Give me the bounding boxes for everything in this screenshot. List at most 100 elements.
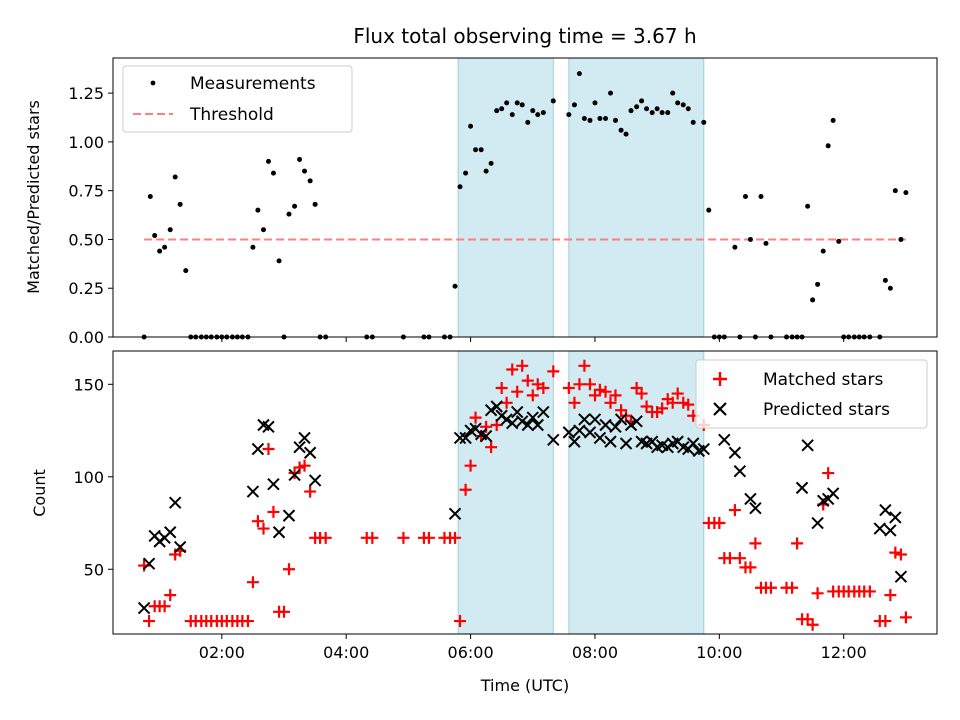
measurement-point [162,244,168,250]
predicted-star-point [547,433,560,446]
highlight-span [457,350,554,635]
matched-star-point [744,561,757,574]
predicted-star-point [537,405,550,419]
matched-star-point [282,563,295,576]
matched-star-point [469,411,482,424]
predicted-star-point [173,540,187,554]
predicted-star-point [490,400,503,413]
measurement-point [742,194,748,200]
measurement-point [685,106,691,112]
measurement-point [581,115,587,121]
measurement-point [608,90,614,96]
measurement-point [297,156,303,162]
measurement-point [830,117,836,123]
predicted-star-point [168,496,182,509]
x-tick-label: 08:00 [572,643,618,662]
predicted-star-point [624,418,638,432]
predicted-star-point [308,474,322,487]
matched-star-point [366,531,379,544]
matched-star-point [521,374,534,387]
measurement-point [292,203,298,209]
counts-y-tick-label: 100 [73,468,104,487]
measurement-point [550,98,556,104]
predicted-star-point [889,511,902,524]
counts-y-axis-label: Count [30,469,49,517]
predicted-star-point [697,442,710,456]
measurement-point [177,201,183,207]
measurement-point [882,277,888,283]
matched-star-point [786,581,799,594]
matched-star-point [495,381,508,394]
counts-y-tick-label: 150 [73,375,104,394]
matched-star-point [879,615,892,628]
measurement-point [468,123,474,129]
predicted-star-point [630,415,643,428]
measurement-point [665,110,671,116]
matched-star-point [537,381,550,394]
highlight-spans [457,57,705,338]
measurement-point [172,174,178,180]
predicted-star-point [609,420,622,434]
measurement-point [659,110,665,116]
measurement-point [576,71,582,77]
measurement-point [903,190,909,196]
matched-star-point [464,459,477,472]
matched-star-point [158,600,171,613]
predicted-star-point [884,524,897,537]
matched-star-point [604,396,617,409]
matched-star-point [811,587,824,600]
measurement-point [592,100,598,106]
measurement-point [825,143,831,149]
x-axis-label: Time (UTC) [480,676,569,695]
matched-star-point [806,618,819,631]
measurement-point [887,285,893,291]
x-tick-label: 12:00 [821,643,867,662]
predicted-star-point [164,526,177,539]
counts-x-ticks: 02:00 04:00 06:00 08:00 10:00 12:00 [199,634,867,662]
predicted-star-point [568,435,581,448]
x-tick-label: 04:00 [323,643,369,662]
measurement-point [675,100,681,106]
measurement-point [623,131,629,137]
predicted-star-point [728,446,742,459]
ratio-y-tick-label: 0.00 [68,328,104,347]
ratio-panel: 0.00 0.25 0.50 0.75 1.00 1.25 Matched/Predict… [24,57,938,347]
measurement-point [457,184,463,190]
measurement-point [836,238,842,244]
matched-star-point [583,378,596,391]
predicted-star-point [687,437,700,450]
measurement-point [260,227,266,233]
measurement-point [483,168,489,174]
predicted-star-point [879,503,892,517]
matched-star-point [899,611,912,624]
measurement-point [820,248,826,254]
measurement-point [535,112,541,118]
counts-y-ticks: 50 100 150 [73,375,113,579]
measurement-point [312,201,318,207]
measurement-point [250,244,256,250]
ratio-y-tick-label: 0.75 [68,182,104,201]
measurement-point [587,117,593,123]
matched-star-point [889,546,902,559]
matched-star-point [262,443,275,456]
measurement-point [603,115,609,121]
legend-threshold-label: Threshold [189,105,274,125]
matched-star-point [304,485,317,498]
measurement-point [494,108,500,114]
matched-star-point [666,396,679,409]
measurement-point [519,102,525,108]
predicted-star-point [282,509,296,522]
predicted-star-point [583,426,597,439]
predicted-star-point [479,429,493,443]
predicted-star-point [459,431,472,445]
matched-star-point [656,402,669,415]
matched-star-point [728,504,741,517]
predicted-star-point [588,413,602,426]
measurement-point [530,108,536,114]
predicted-star-point [448,507,462,520]
measurement-point [701,119,707,125]
ratio-legend: Measurements Threshold [122,65,353,133]
measurement-point [732,244,738,250]
measurement-point [183,268,189,274]
